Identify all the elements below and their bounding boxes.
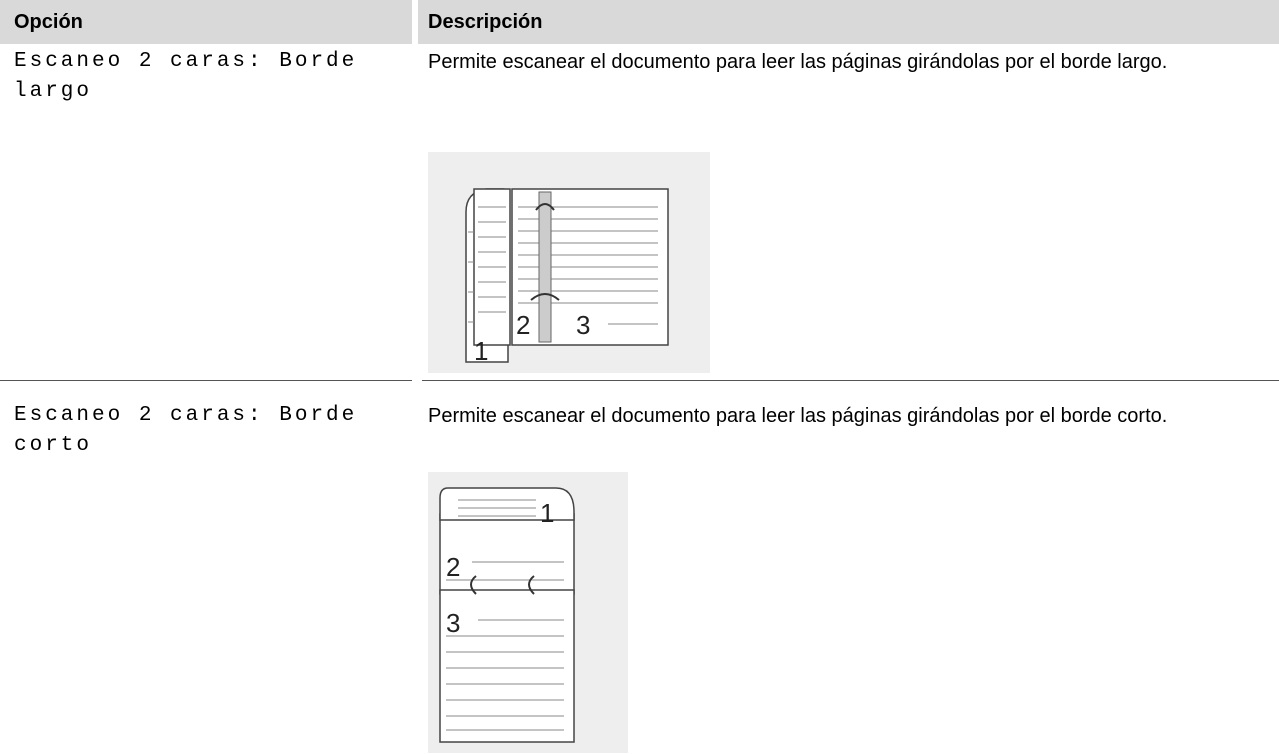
long-edge-illustration: 1 2 3 bbox=[428, 152, 710, 373]
description-text: Permite escanear el documento para leer … bbox=[428, 405, 1168, 427]
figure-label: 2 bbox=[446, 552, 460, 582]
option-text: Escaneo 2 caras: Borde corto bbox=[14, 404, 358, 457]
row-divider bbox=[422, 380, 1279, 381]
figure-label: 3 bbox=[576, 310, 590, 340]
header-cell: Descripción bbox=[418, 0, 1279, 44]
header-text: Descripción bbox=[428, 11, 543, 33]
figure-label: 1 bbox=[474, 336, 488, 366]
description-text: Permite escanear el documento para leer … bbox=[428, 51, 1168, 73]
header-text: Opción bbox=[14, 11, 83, 33]
figure-label: 2 bbox=[516, 310, 530, 340]
row-divider bbox=[0, 380, 412, 381]
figure-label: 3 bbox=[446, 608, 460, 638]
option-text: Escaneo 2 caras: Borde largo bbox=[14, 50, 358, 103]
header-cell: Opción bbox=[0, 0, 412, 44]
short-edge-illustration: 1 2 3 bbox=[428, 472, 628, 753]
figure-label: 1 bbox=[540, 498, 554, 528]
